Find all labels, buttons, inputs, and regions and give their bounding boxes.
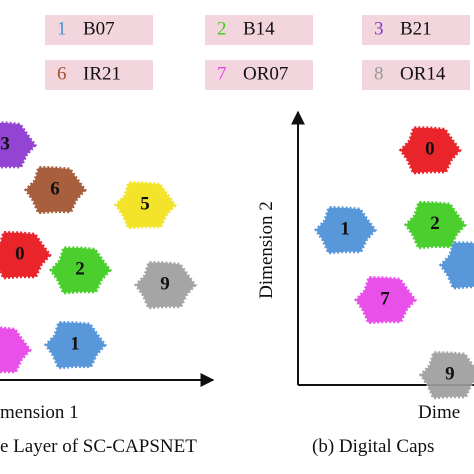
cluster (314, 206, 378, 255)
cluster (418, 351, 474, 400)
legend-label: B21 (400, 18, 432, 39)
cluster (398, 126, 462, 175)
legend-box (362, 60, 470, 90)
caption: e Layer of SC-CAPSNET (0, 436, 197, 457)
cluster (0, 326, 32, 374)
caption: (b) Digital Caps (312, 436, 434, 457)
cluster (43, 320, 107, 370)
x-axis-label: Dime (418, 402, 460, 423)
legend-box (45, 15, 153, 45)
legend-box (205, 15, 313, 45)
cluster-label: 1 (340, 218, 350, 239)
cluster (0, 230, 52, 280)
cluster-label: 5 (140, 193, 150, 214)
y-axis-label: Dimension 2 (256, 201, 277, 299)
legend-number: 2 (217, 18, 227, 39)
x-axis-label: mension 1 (0, 402, 79, 423)
legend-box (205, 60, 313, 90)
legend-box (362, 15, 470, 45)
cluster (403, 200, 467, 250)
cluster-label: 2 (75, 258, 85, 279)
cluster-label: 9 (445, 363, 455, 384)
cluster (113, 181, 177, 230)
legend-number: 3 (374, 18, 384, 39)
cluster (134, 260, 198, 310)
legend-label: B07 (83, 18, 115, 39)
cluster-label: 3 (0, 133, 10, 154)
cluster-label: 0 (425, 138, 435, 159)
legend-number: 8 (374, 63, 384, 84)
cluster (354, 275, 418, 325)
legend-number: 1 (57, 18, 67, 39)
cluster (48, 246, 112, 295)
legend-label: IR21 (83, 63, 121, 84)
legend-label: B14 (243, 18, 275, 39)
cluster-label: 0 (15, 243, 25, 264)
cluster-label: 7 (380, 288, 390, 309)
cluster (0, 121, 38, 169)
cluster (438, 241, 474, 290)
cluster-label: 9 (160, 273, 170, 294)
legend-box (45, 60, 153, 90)
cluster-label: 6 (50, 178, 60, 199)
legend-label: OR07 (243, 63, 288, 84)
legend-label: OR14 (400, 63, 446, 84)
cluster (23, 165, 87, 215)
cluster-label: 2 (430, 213, 440, 234)
cluster-label: 1 (70, 333, 80, 354)
legend-number: 6 (57, 63, 67, 84)
legend-number: 7 (217, 63, 227, 84)
